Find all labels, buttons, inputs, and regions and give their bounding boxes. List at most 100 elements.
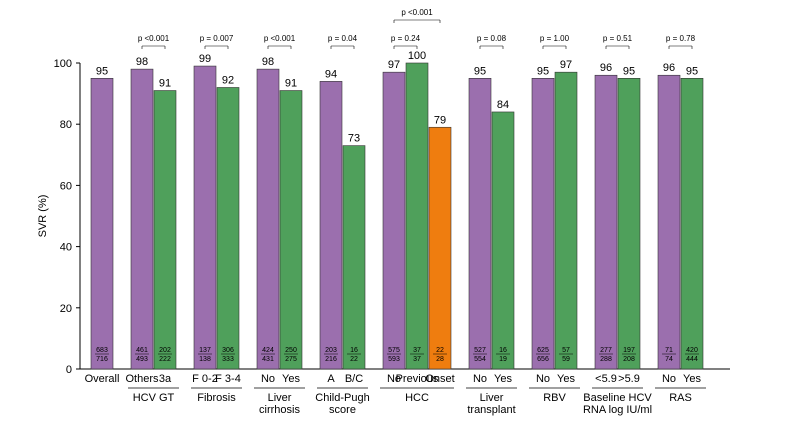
bar-denominator-label: 59: [562, 356, 570, 363]
category-label: Yes: [282, 373, 300, 385]
bar-denominator-label: 275: [285, 356, 297, 363]
group-label: Liver: [268, 392, 292, 404]
category-label: Yes: [557, 373, 575, 385]
bar-numerator-label: 420: [686, 347, 698, 354]
category-label: Previous: [396, 373, 439, 385]
y-tick-label: 100: [54, 58, 72, 70]
bar-denominator-label: 656: [537, 356, 549, 363]
p-value-label: p = 0.08: [477, 34, 507, 43]
bar-numerator-label: 575: [388, 347, 400, 354]
bar-value-label: 98: [262, 56, 274, 68]
bar-value-label: 92: [222, 74, 234, 86]
group-label: Baseline HCV: [583, 392, 652, 404]
group-label: Fibrosis: [197, 392, 236, 404]
group-label: cirrhosis: [259, 404, 300, 416]
bar-denominator-label: 28: [436, 356, 444, 363]
group-label: HCC: [405, 392, 429, 404]
bar: [554, 71, 578, 370]
bar: [153, 90, 177, 370]
bar-denominator-label: 74: [665, 356, 673, 363]
y-tick-label: 60: [60, 180, 72, 192]
category-label: No: [536, 373, 550, 385]
category-label: <5.9: [595, 373, 617, 385]
category-label: F 3-4: [215, 373, 241, 385]
y-tick-label: 0: [66, 364, 72, 376]
bar-numerator-label: 277: [600, 347, 612, 354]
bar-value-label: 95: [537, 65, 549, 77]
bar-value-label: 73: [348, 133, 360, 145]
y-axis-label: SVR (%): [37, 195, 49, 238]
group-label: RAS: [669, 392, 692, 404]
category-label: No: [473, 373, 487, 385]
group-label: HCV GT: [133, 392, 175, 404]
category-label: >5.9: [618, 373, 640, 385]
bar-numerator-label: 683: [96, 347, 108, 354]
bar: [491, 111, 515, 370]
bar-denominator-label: 216: [325, 356, 337, 363]
bar-value-label: 99: [199, 53, 211, 65]
bar: [256, 68, 280, 370]
labels: 95 683 716 Overall 98 461 493 Others 91 202 222 3a H…: [85, 8, 706, 416]
category-label: 3a: [159, 373, 172, 385]
category-label: Onset: [425, 373, 454, 385]
group-label: Child-Pugh: [315, 392, 369, 404]
bar-value-label: 97: [388, 59, 400, 71]
bar-denominator-label: 444: [686, 356, 698, 363]
bar: [342, 145, 366, 370]
bar-value-label: 91: [285, 78, 297, 90]
bar-value-label: 98: [136, 56, 148, 68]
category-label: Yes: [683, 373, 701, 385]
bar-denominator-label: 22: [350, 356, 358, 363]
bar: [405, 62, 429, 370]
bar: [680, 78, 704, 370]
y-tick-label: 20: [60, 303, 72, 315]
bar-value-label: 94: [325, 68, 337, 80]
bar-value-label: 96: [600, 62, 612, 74]
group-label: transplant: [467, 404, 515, 416]
bar-value-label: 100: [408, 50, 426, 62]
bar-denominator-label: 222: [159, 356, 171, 363]
bar: [428, 126, 452, 370]
bar: [468, 78, 492, 370]
bar-numerator-label: 203: [325, 347, 337, 354]
group-label: RNA log IU/ml: [583, 404, 652, 416]
category-label: A: [327, 373, 335, 385]
category-label: No: [387, 373, 401, 385]
bar-denominator-label: 19: [499, 356, 507, 363]
category-label: Overall: [85, 373, 120, 385]
bar: [130, 68, 154, 370]
bar: [193, 65, 217, 370]
bar-value-label: 97: [560, 59, 572, 71]
bar-denominator-label: 593: [388, 356, 400, 363]
bar-numerator-label: 16: [499, 347, 507, 354]
bar: [319, 81, 343, 370]
bar-denominator-label: 208: [623, 356, 635, 363]
bar-numerator-label: 250: [285, 347, 297, 354]
bar: [382, 71, 406, 370]
group-label: Liver: [480, 392, 504, 404]
p-value-label: p <0.001: [138, 34, 170, 43]
bars: [90, 62, 704, 370]
bar-numerator-label: 527: [474, 347, 486, 354]
bar-value-label: 95: [474, 65, 486, 77]
p-value-label: p = 0.24: [391, 34, 421, 43]
p-value-label: p = 0.04: [328, 34, 358, 43]
axes: 0 20 40 60 80 100 SVR (%): [37, 58, 730, 376]
group-label: RBV: [543, 392, 566, 404]
y-tick-label: 80: [60, 119, 72, 131]
bar-value-label: 96: [663, 62, 675, 74]
p-value-label-outer: p <0.001: [401, 8, 433, 17]
bar-denominator-label: 554: [474, 356, 486, 363]
category-label: No: [261, 373, 275, 385]
bar-value-label: 95: [686, 65, 698, 77]
bar-denominator-label: 493: [136, 356, 148, 363]
bar-numerator-label: 71: [665, 347, 673, 354]
bar-denominator-label: 333: [222, 356, 234, 363]
bar-numerator-label: 16: [350, 347, 358, 354]
bar-numerator-label: 424: [262, 347, 274, 354]
bar-value-label: 84: [497, 99, 509, 111]
bar-numerator-label: 202: [159, 347, 171, 354]
category-label: F 0-2: [192, 373, 218, 385]
bar-denominator-label: 431: [262, 356, 274, 363]
bar: [657, 74, 681, 370]
